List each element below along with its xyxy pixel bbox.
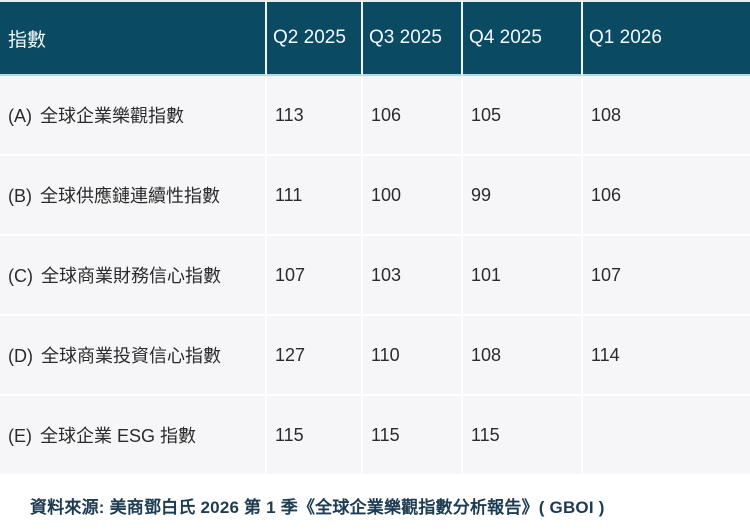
column-header-q2-2025: Q2 2025: [267, 0, 363, 76]
table-cell: 111: [267, 156, 363, 236]
table-cell: 100: [363, 156, 463, 236]
row-label-text: 全球企業樂觀指數: [40, 106, 184, 126]
row-prefix: (C): [8, 266, 33, 286]
table-header-row: 指數 Q2 2025 Q3 2025 Q4 2025 Q1 2026: [0, 0, 750, 76]
column-header-q4-2025: Q4 2025: [463, 0, 583, 76]
table-cell: 105: [463, 76, 583, 156]
table-cell: 107: [583, 236, 750, 316]
table-row-c: (C) 全球商業財務信心指數 107 103 101 107: [0, 236, 750, 316]
row-prefix: (E): [8, 426, 32, 446]
row-label-text: 全球企業 ESG 指數: [40, 426, 197, 446]
table-cell: 114: [583, 316, 750, 396]
table-cell: 108: [583, 76, 750, 156]
row-label: (B) 全球供應鏈連續性指數: [0, 156, 267, 236]
table-cell: 107: [267, 236, 363, 316]
table-cell: 110: [363, 316, 463, 396]
table-cell: 99: [463, 156, 583, 236]
row-prefix: (D): [8, 346, 33, 366]
table-row-a: (A) 全球企業樂觀指數 113 106 105 108: [0, 76, 750, 156]
table-cell: 108: [463, 316, 583, 396]
column-header-index: 指數: [0, 0, 267, 76]
row-label-text: 全球供應鏈連續性指數: [40, 186, 220, 206]
table-cell: 103: [363, 236, 463, 316]
table-cell: 115: [267, 396, 363, 476]
table-cell: 115: [463, 396, 583, 476]
row-label: (E) 全球企業 ESG 指數: [0, 396, 267, 476]
table-row-d: (D) 全球商業投資信心指數 127 110 108 114: [0, 316, 750, 396]
table-cell: [583, 396, 750, 476]
table-cell: 106: [583, 156, 750, 236]
table-row-e: (E) 全球企業 ESG 指數 115 115 115: [0, 396, 750, 476]
row-label-text: 全球商業財務信心指數: [41, 266, 221, 286]
row-prefix: (B): [8, 186, 32, 206]
table-row-b: (B) 全球供應鏈連續性指數 111 100 99 106: [0, 156, 750, 236]
column-header-q1-2026: Q1 2026: [583, 0, 750, 76]
row-label: (A) 全球企業樂觀指數: [0, 76, 267, 156]
column-header-q3-2025: Q3 2025: [363, 0, 463, 76]
table-cell: 106: [363, 76, 463, 156]
data-source-note: 資料來源: 美商鄧白氏 2026 第 1 季《全球企業樂觀指數分析報告》( GB…: [0, 478, 750, 532]
row-label: (C) 全球商業財務信心指數: [0, 236, 267, 316]
row-label: (D) 全球商業投資信心指數: [0, 316, 267, 396]
table-cell: 127: [267, 316, 363, 396]
table-cell: 115: [363, 396, 463, 476]
table-cell: 101: [463, 236, 583, 316]
row-label-text: 全球商業投資信心指數: [41, 346, 221, 366]
index-table: 指數 Q2 2025 Q3 2025 Q4 2025 Q1 2026 (A) 全球…: [0, 0, 750, 476]
table-cell: 113: [267, 76, 363, 156]
row-prefix: (A): [8, 106, 32, 126]
